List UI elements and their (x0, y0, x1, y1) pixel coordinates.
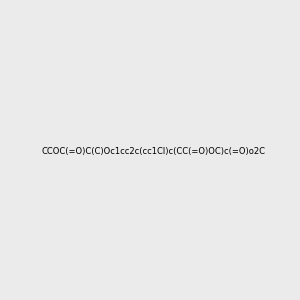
Text: CCOC(=O)C(C)Oc1cc2c(cc1Cl)c(CC(=O)OC)c(=O)o2C: CCOC(=O)C(C)Oc1cc2c(cc1Cl)c(CC(=O)OC)c(=… (42, 147, 266, 156)
